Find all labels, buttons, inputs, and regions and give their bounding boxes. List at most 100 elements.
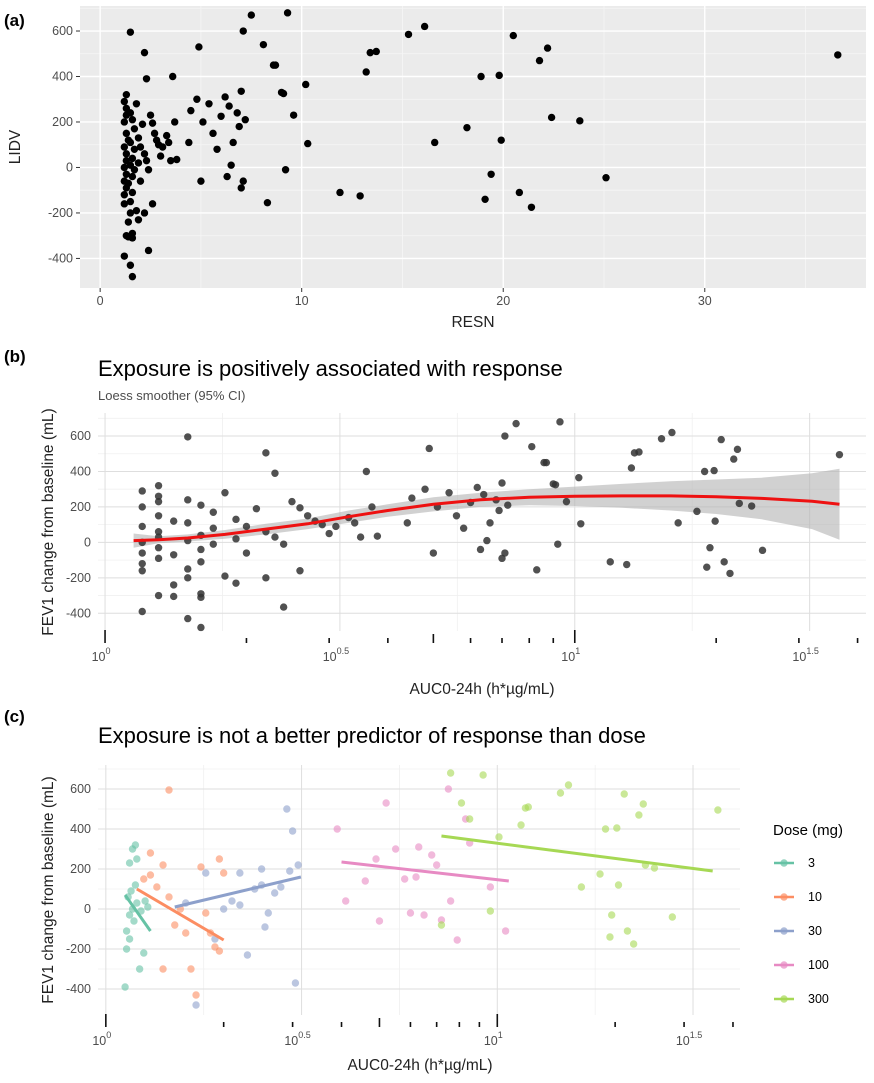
data-point-dose-3	[131, 841, 140, 849]
data-point	[404, 30, 413, 39]
data-point	[288, 497, 296, 506]
data-point-dose-300	[446, 769, 455, 777]
data-point-dose-10	[159, 965, 167, 973]
panel-a-gridlines	[80, 6, 866, 288]
panel-a-plot-background	[80, 6, 866, 288]
data-point	[154, 512, 163, 520]
data-point-dose-100	[420, 911, 428, 919]
data-point	[425, 444, 433, 453]
panel-c-chart: Exposure is not a better predictor of re…	[40, 723, 843, 1074]
data-point-dose-3	[122, 927, 131, 935]
fit-line-dose-300	[441, 834, 713, 873]
data-point	[187, 106, 195, 115]
data-point	[262, 574, 270, 582]
data-point	[733, 445, 742, 454]
data-point	[134, 159, 143, 167]
data-point-dose-300	[457, 799, 466, 807]
data-point	[142, 156, 151, 165]
data-point-dose-100	[412, 873, 420, 881]
data-point	[225, 102, 233, 110]
data-point-dose-30	[264, 909, 272, 917]
legend-key-point	[780, 995, 788, 1003]
data-point	[627, 464, 636, 472]
data-point	[126, 109, 135, 117]
data-point-dose-3	[133, 899, 141, 907]
data-point	[362, 68, 370, 76]
data-point	[197, 177, 205, 185]
data-point-dose-100	[406, 909, 415, 917]
data-point	[431, 138, 439, 147]
data-point-dose-3	[121, 983, 129, 991]
data-point	[501, 432, 509, 440]
x-tick-label: 30	[698, 294, 712, 308]
data-point	[296, 567, 304, 575]
data-point-dose-10	[140, 875, 148, 883]
data-point	[296, 504, 304, 512]
legend-label: 10	[808, 890, 822, 904]
data-point	[154, 554, 163, 563]
data-point-dose-300	[620, 790, 628, 798]
data-point-dose-100	[501, 927, 510, 935]
data-point	[169, 72, 177, 81]
legend-key-point	[780, 893, 788, 901]
data-point-dose-3	[141, 897, 149, 905]
data-point	[720, 558, 728, 566]
data-point	[197, 545, 205, 554]
data-point	[271, 61, 280, 69]
data-point	[120, 97, 129, 106]
data-point-dose-3	[125, 859, 134, 867]
data-point	[498, 479, 506, 487]
data-point-dose-300	[577, 883, 586, 891]
data-point	[126, 138, 135, 147]
data-point-dose-3	[130, 917, 138, 925]
data-point-dose-300	[486, 907, 495, 915]
data-point	[459, 524, 468, 532]
y-tick-label: 0	[66, 160, 73, 174]
data-point	[235, 122, 243, 131]
data-point	[185, 138, 193, 147]
data-point	[148, 119, 157, 127]
data-point	[128, 188, 137, 197]
data-point	[547, 113, 556, 122]
data-point	[497, 136, 505, 144]
data-point-dose-300	[479, 771, 487, 779]
data-point	[325, 529, 333, 538]
data-point	[445, 489, 453, 497]
data-point	[221, 489, 229, 497]
data-point	[372, 47, 380, 56]
panel-b-smoother-line	[133, 494, 840, 543]
data-point	[154, 528, 163, 536]
data-point-dose-3	[144, 903, 152, 911]
data-point-dose-100	[432, 861, 441, 869]
x-tick-label: 101	[561, 646, 580, 664]
data-point	[184, 574, 192, 582]
data-point	[481, 195, 489, 204]
panel-c-y-axis-title: FEV1 change from baseline (mL)	[40, 776, 57, 1003]
panel-a-label: (a)	[4, 11, 25, 30]
data-point	[498, 554, 506, 563]
data-point-dose-300	[606, 933, 614, 941]
data-point-dose-3	[133, 855, 141, 863]
data-point	[223, 172, 231, 181]
data-point	[138, 503, 146, 511]
data-point-dose-100	[391, 845, 400, 853]
data-point	[368, 503, 376, 511]
data-point	[154, 591, 163, 600]
data-point	[373, 532, 382, 540]
data-point	[120, 200, 129, 208]
data-point-dose-100	[400, 875, 409, 883]
legend-label: 30	[808, 924, 822, 938]
data-point	[473, 483, 481, 492]
y-tick-label: 400	[70, 822, 91, 836]
data-point	[657, 434, 666, 443]
data-point	[132, 100, 141, 108]
x-tick-label: 10	[295, 294, 309, 308]
data-point	[730, 455, 738, 463]
data-point	[138, 559, 146, 568]
data-point	[154, 543, 163, 552]
data-point	[193, 95, 201, 103]
data-point	[122, 170, 131, 178]
legend-label: 100	[808, 958, 829, 972]
data-point-dose-30	[192, 1001, 200, 1009]
panel-c-title: Exposure is not a better predictor of re…	[98, 723, 646, 748]
